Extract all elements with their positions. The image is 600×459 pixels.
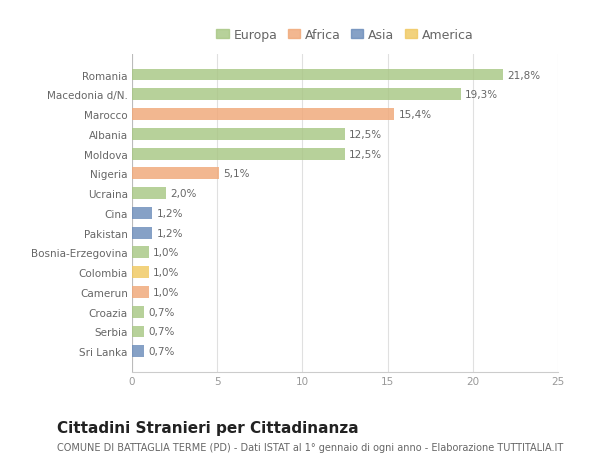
Bar (132, 188, 166, 200)
Bar (132, 286, 149, 298)
Text: COMUNE DI BATTAGLIA TERME (PD) - Dati ISTAT al 1° gennaio di ogni anno - Elabora: COMUNE DI BATTAGLIA TERME (PD) - Dati IS… (57, 442, 563, 452)
Bar (132, 346, 144, 358)
Text: 0,7%: 0,7% (148, 327, 175, 337)
Bar (132, 267, 149, 279)
Text: 2,0%: 2,0% (170, 189, 197, 199)
Text: 12,5%: 12,5% (349, 149, 382, 159)
Bar (132, 129, 345, 140)
Bar (132, 89, 461, 101)
Text: 5,1%: 5,1% (223, 169, 250, 179)
Bar (132, 168, 219, 180)
Text: 19,3%: 19,3% (465, 90, 498, 100)
Text: 0,7%: 0,7% (148, 307, 175, 317)
Text: 12,5%: 12,5% (349, 129, 382, 140)
Text: 1,2%: 1,2% (157, 208, 183, 218)
Bar (132, 207, 152, 219)
Text: 1,0%: 1,0% (154, 268, 179, 278)
Text: 21,8%: 21,8% (508, 70, 541, 80)
Text: 0,7%: 0,7% (148, 347, 175, 357)
Bar (132, 148, 345, 160)
Text: Cittadini Stranieri per Cittadinanza: Cittadini Stranieri per Cittadinanza (57, 420, 359, 435)
Text: 15,4%: 15,4% (398, 110, 432, 120)
Text: 1,0%: 1,0% (154, 287, 179, 297)
Text: 1,0%: 1,0% (154, 248, 179, 258)
Text: 1,2%: 1,2% (157, 228, 183, 238)
Bar (132, 326, 144, 338)
Bar (132, 306, 144, 318)
Bar (132, 69, 503, 81)
Bar (132, 109, 394, 121)
Legend: Europa, Africa, Asia, America: Europa, Africa, Asia, America (214, 27, 476, 45)
Bar (132, 227, 152, 239)
Bar (132, 247, 149, 259)
